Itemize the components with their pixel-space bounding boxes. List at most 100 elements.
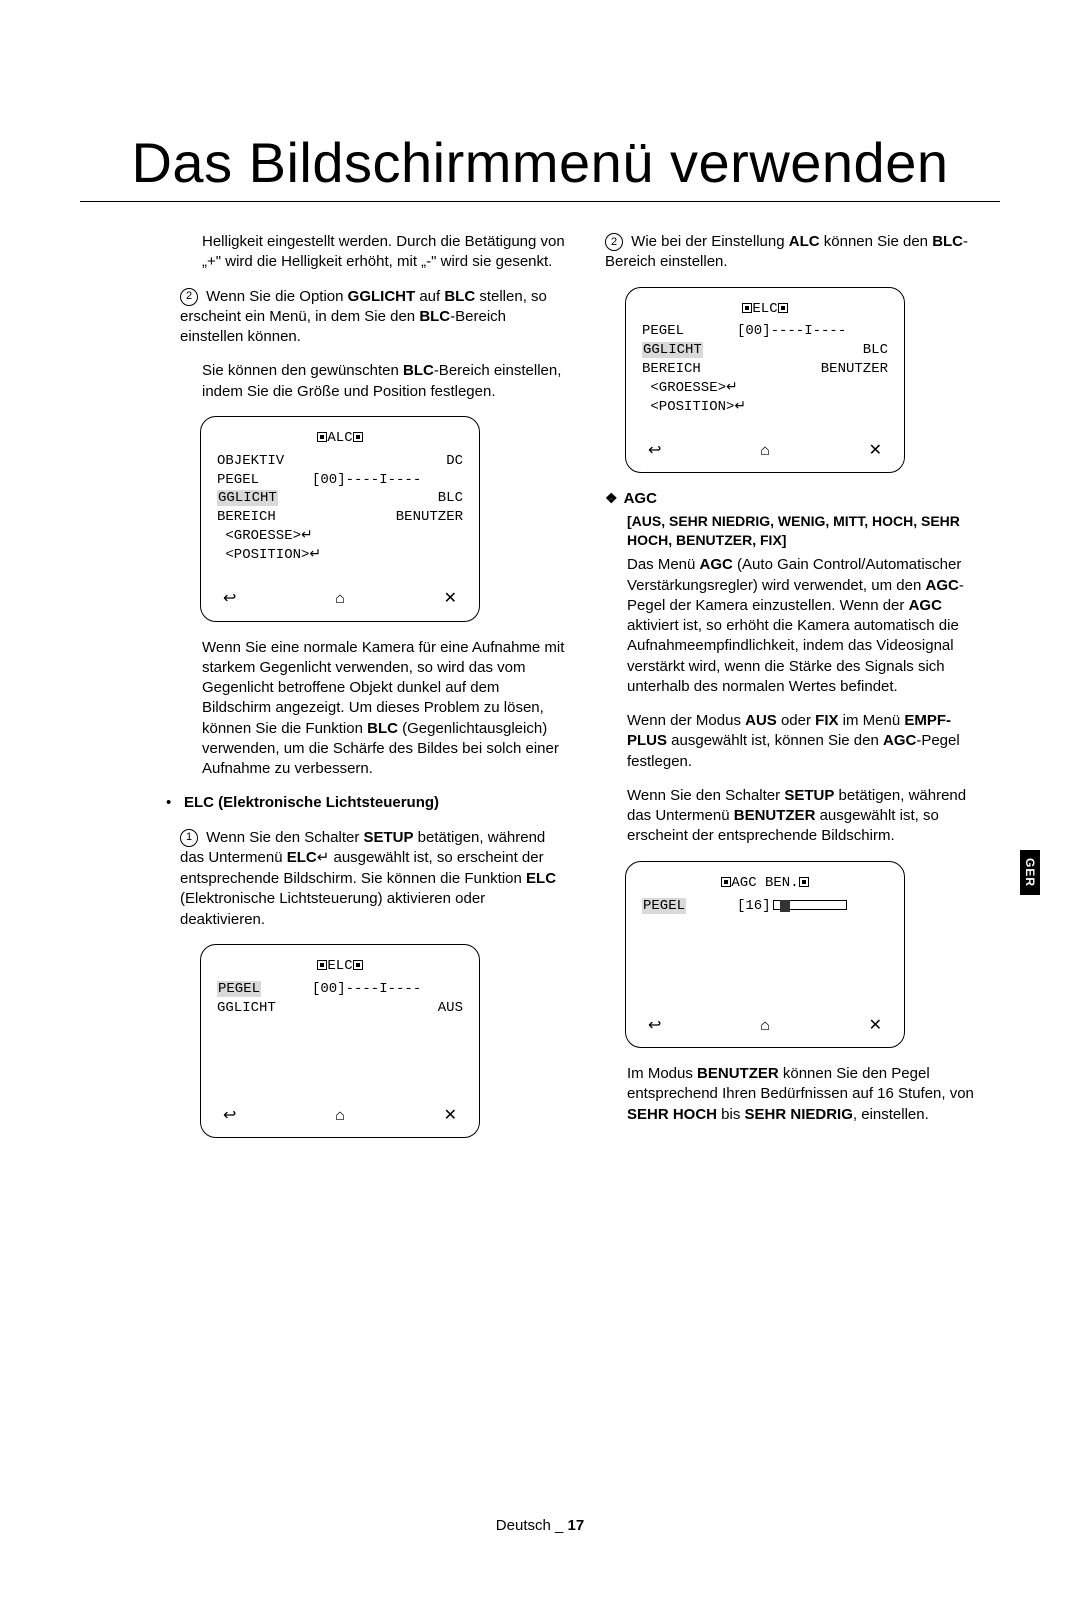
osd-elc-blc: ELC PEGEL[00]----I---- GGLICHTBLC BEREIC… xyxy=(625,287,905,474)
page-footer: Deutsch _ 17 xyxy=(0,1517,1080,1534)
osd-label: OBJEKTIV xyxy=(217,452,312,471)
t: können Sie den xyxy=(820,233,933,250)
osd-label: BEREICH xyxy=(217,508,312,527)
slider-icon xyxy=(773,900,847,910)
t: AGC xyxy=(700,556,733,573)
osd-sub: <GROESSE> xyxy=(217,527,301,546)
osd-sub: <GROESSE> xyxy=(642,379,726,398)
close-icon: ✕ xyxy=(869,1016,882,1038)
agc-options: [AUS, SEHR NIEDRIG, WENIG, MITT, HOCH, S… xyxy=(627,512,990,550)
back-icon: ↩ xyxy=(223,589,236,611)
back-icon: ↩ xyxy=(223,1106,236,1128)
osd-value: [00]----I---- xyxy=(312,980,463,999)
osd-value: DC xyxy=(312,452,463,471)
square-icon xyxy=(742,303,752,313)
square-icon xyxy=(721,877,731,887)
home-icon: ⌂ xyxy=(760,1016,770,1038)
para-alc-like: 2 Wie bei der Einstellung ALC können Sie… xyxy=(605,232,990,273)
osd-value: BLC xyxy=(312,489,463,508)
t: bis xyxy=(717,1106,745,1123)
t: Wenn der Modus xyxy=(627,712,745,729)
enter-icon xyxy=(309,546,321,565)
osd-label: PEGEL xyxy=(217,471,312,490)
t: BLC xyxy=(419,308,450,325)
t: ELC xyxy=(287,849,317,866)
home-icon: ⌂ xyxy=(335,589,345,611)
t: aktiviert ist, so erhöht die Kamera auto… xyxy=(627,617,959,695)
square-icon xyxy=(778,303,788,313)
footer-page: 17 xyxy=(568,1517,585,1534)
bullet-elc: • ELC (Elektronische Lichtsteuerung) xyxy=(166,793,565,813)
t: GGLICHT xyxy=(348,288,416,305)
osd-label: GGLICHT xyxy=(217,999,312,1018)
language-tab: GER xyxy=(1020,850,1040,895)
para-brightness: Helligkeit eingestellt werden. Durch die… xyxy=(202,232,565,273)
t: BLC xyxy=(367,720,398,737)
t: ELC xyxy=(526,870,556,887)
close-icon: ✕ xyxy=(444,589,457,611)
t: AGC xyxy=(909,597,942,614)
t: auf xyxy=(415,288,444,305)
square-icon xyxy=(353,432,363,442)
t: , einstellen. xyxy=(853,1106,929,1123)
t: SEHR HOCH xyxy=(627,1106,717,1123)
enter-icon xyxy=(726,379,738,398)
t: AUS xyxy=(745,712,777,729)
osd-sub: <POSITION> xyxy=(642,398,734,417)
osd-value: [16] xyxy=(737,898,771,914)
para-blc-explain: Wenn Sie eine normale Kamera für eine Au… xyxy=(202,638,565,780)
circled-1-icon: 1 xyxy=(180,829,198,847)
back-icon: ↩ xyxy=(648,441,661,463)
square-icon xyxy=(799,877,809,887)
t: SEHR NIEDRIG xyxy=(745,1106,853,1123)
home-icon: ⌂ xyxy=(335,1106,345,1128)
t: AGC xyxy=(925,577,958,594)
home-icon: ⌂ xyxy=(760,441,770,463)
t: BENUTZER xyxy=(697,1065,779,1082)
t: ALC xyxy=(789,233,820,250)
osd-label-hl: PEGEL xyxy=(642,898,686,914)
t: SETUP xyxy=(784,787,834,804)
enter-icon xyxy=(301,527,313,546)
para-agc-4: Im Modus BENUTZER können Sie den Pegel e… xyxy=(627,1064,990,1125)
para-agc-1: Das Menü AGC (Auto Gain Control/Automati… xyxy=(627,555,990,697)
osd-sub: <POSITION> xyxy=(217,546,309,565)
para-gglicht-blc: 2 Wenn Sie die Option GGLICHT auf BLC st… xyxy=(180,287,565,348)
osd-title: AGC BEN. xyxy=(731,875,798,891)
t: ausgewählt ist, können Sie den xyxy=(667,732,883,749)
t: Sie können den gewünschten xyxy=(202,362,403,379)
left-column: Helligkeit eingestellt werden. Durch die… xyxy=(180,232,565,1154)
osd-elc-aus: ELC PEGEL[00]----I---- GGLICHTAUS ↩ ⌂ ✕ xyxy=(200,944,480,1138)
right-column: 2 Wie bei der Einstellung ALC können Sie… xyxy=(605,232,990,1154)
osd-label-hl: PEGEL xyxy=(217,981,261,997)
osd-alc: ALC OBJEKTIVDC PEGEL[00]----I---- GGLICH… xyxy=(200,416,480,622)
footer-lang: Deutsch xyxy=(496,1517,551,1534)
agc-heading: ❖ AGC xyxy=(605,489,990,509)
circled-2-icon: 2 xyxy=(605,233,623,251)
t: AGC xyxy=(624,489,657,509)
square-icon xyxy=(317,432,327,442)
t: oder xyxy=(777,712,815,729)
t: BENUTZER xyxy=(734,807,816,824)
osd-title: ELC xyxy=(752,301,777,317)
t: im Menü xyxy=(839,712,905,729)
t: Wie bei der Einstellung xyxy=(631,233,789,250)
para-blc-range: Sie können den gewünschten BLC-Bereich e… xyxy=(202,361,565,402)
osd-value: [00]----I---- xyxy=(312,471,463,490)
close-icon: ✕ xyxy=(444,1106,457,1128)
osd-title: ALC xyxy=(327,430,352,446)
square-icon xyxy=(353,960,363,970)
para-elc-1: 1 Wenn Sie den Schalter SETUP betätigen,… xyxy=(180,828,565,930)
osd-label-hl: GGLICHT xyxy=(642,342,703,358)
osd-value: BENUTZER xyxy=(737,360,888,379)
t: BLC xyxy=(403,362,434,379)
square-icon xyxy=(317,960,327,970)
t: Wenn Sie den Schalter xyxy=(206,829,363,846)
osd-label: BEREICH xyxy=(642,360,737,379)
para-agc-3: Wenn Sie den Schalter SETUP betätigen, w… xyxy=(627,786,990,847)
t: Das Menü xyxy=(627,556,700,573)
osd-value: BENUTZER xyxy=(312,508,463,527)
osd-value: [00]----I---- xyxy=(737,322,888,341)
t: BLC xyxy=(444,288,475,305)
circled-2-icon: 2 xyxy=(180,288,198,306)
